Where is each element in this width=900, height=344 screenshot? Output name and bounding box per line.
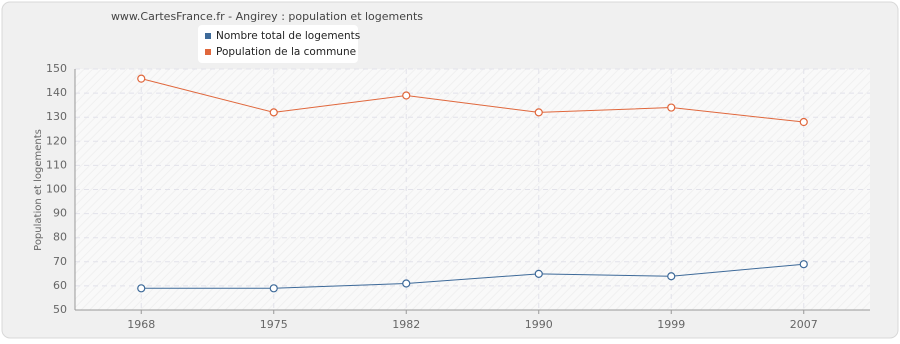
point — [799, 117, 808, 127]
y-tick-label: 120 — [46, 134, 67, 147]
x-tick-label: 1982 — [392, 318, 420, 331]
chart-title: www.CartesFrance.fr - Angirey : populati… — [111, 10, 423, 23]
x-tick-label: 1975 — [260, 318, 288, 331]
point — [269, 284, 278, 293]
x-tick-label: 1990 — [525, 318, 553, 331]
legend-swatch — [205, 49, 211, 55]
point — [667, 272, 676, 281]
y-tick-label: 110 — [46, 158, 67, 171]
y-tick-label: 140 — [46, 86, 67, 99]
legend-label: Nombre total de logements — [216, 30, 360, 42]
y-tick-label: 100 — [46, 183, 67, 196]
point — [269, 108, 278, 117]
y-axis-label: Population et logements — [33, 129, 44, 251]
point — [799, 260, 808, 269]
legend — [198, 25, 358, 63]
x-tick-label: 2007 — [790, 318, 818, 331]
legend-label: Population de la commune — [216, 46, 356, 58]
y-tick-label: 80 — [53, 231, 67, 244]
x-tick-label: 1968 — [127, 318, 155, 331]
y-tick-label: 60 — [53, 279, 67, 292]
series-line — [141, 78, 804, 123]
point — [402, 91, 411, 100]
y-tick-label: 150 — [46, 62, 67, 75]
point — [534, 108, 543, 117]
y-tick-label: 50 — [53, 303, 67, 316]
point — [534, 269, 543, 278]
series-line — [141, 263, 804, 289]
y-tick-label: 130 — [46, 110, 67, 123]
point — [137, 284, 146, 293]
point — [137, 74, 146, 83]
point — [402, 279, 411, 288]
y-tick-label: 70 — [53, 255, 67, 268]
point — [667, 103, 676, 112]
legend-swatch — [205, 33, 211, 39]
y-tick-label: 90 — [53, 207, 67, 220]
x-tick-label: 1999 — [657, 318, 685, 331]
